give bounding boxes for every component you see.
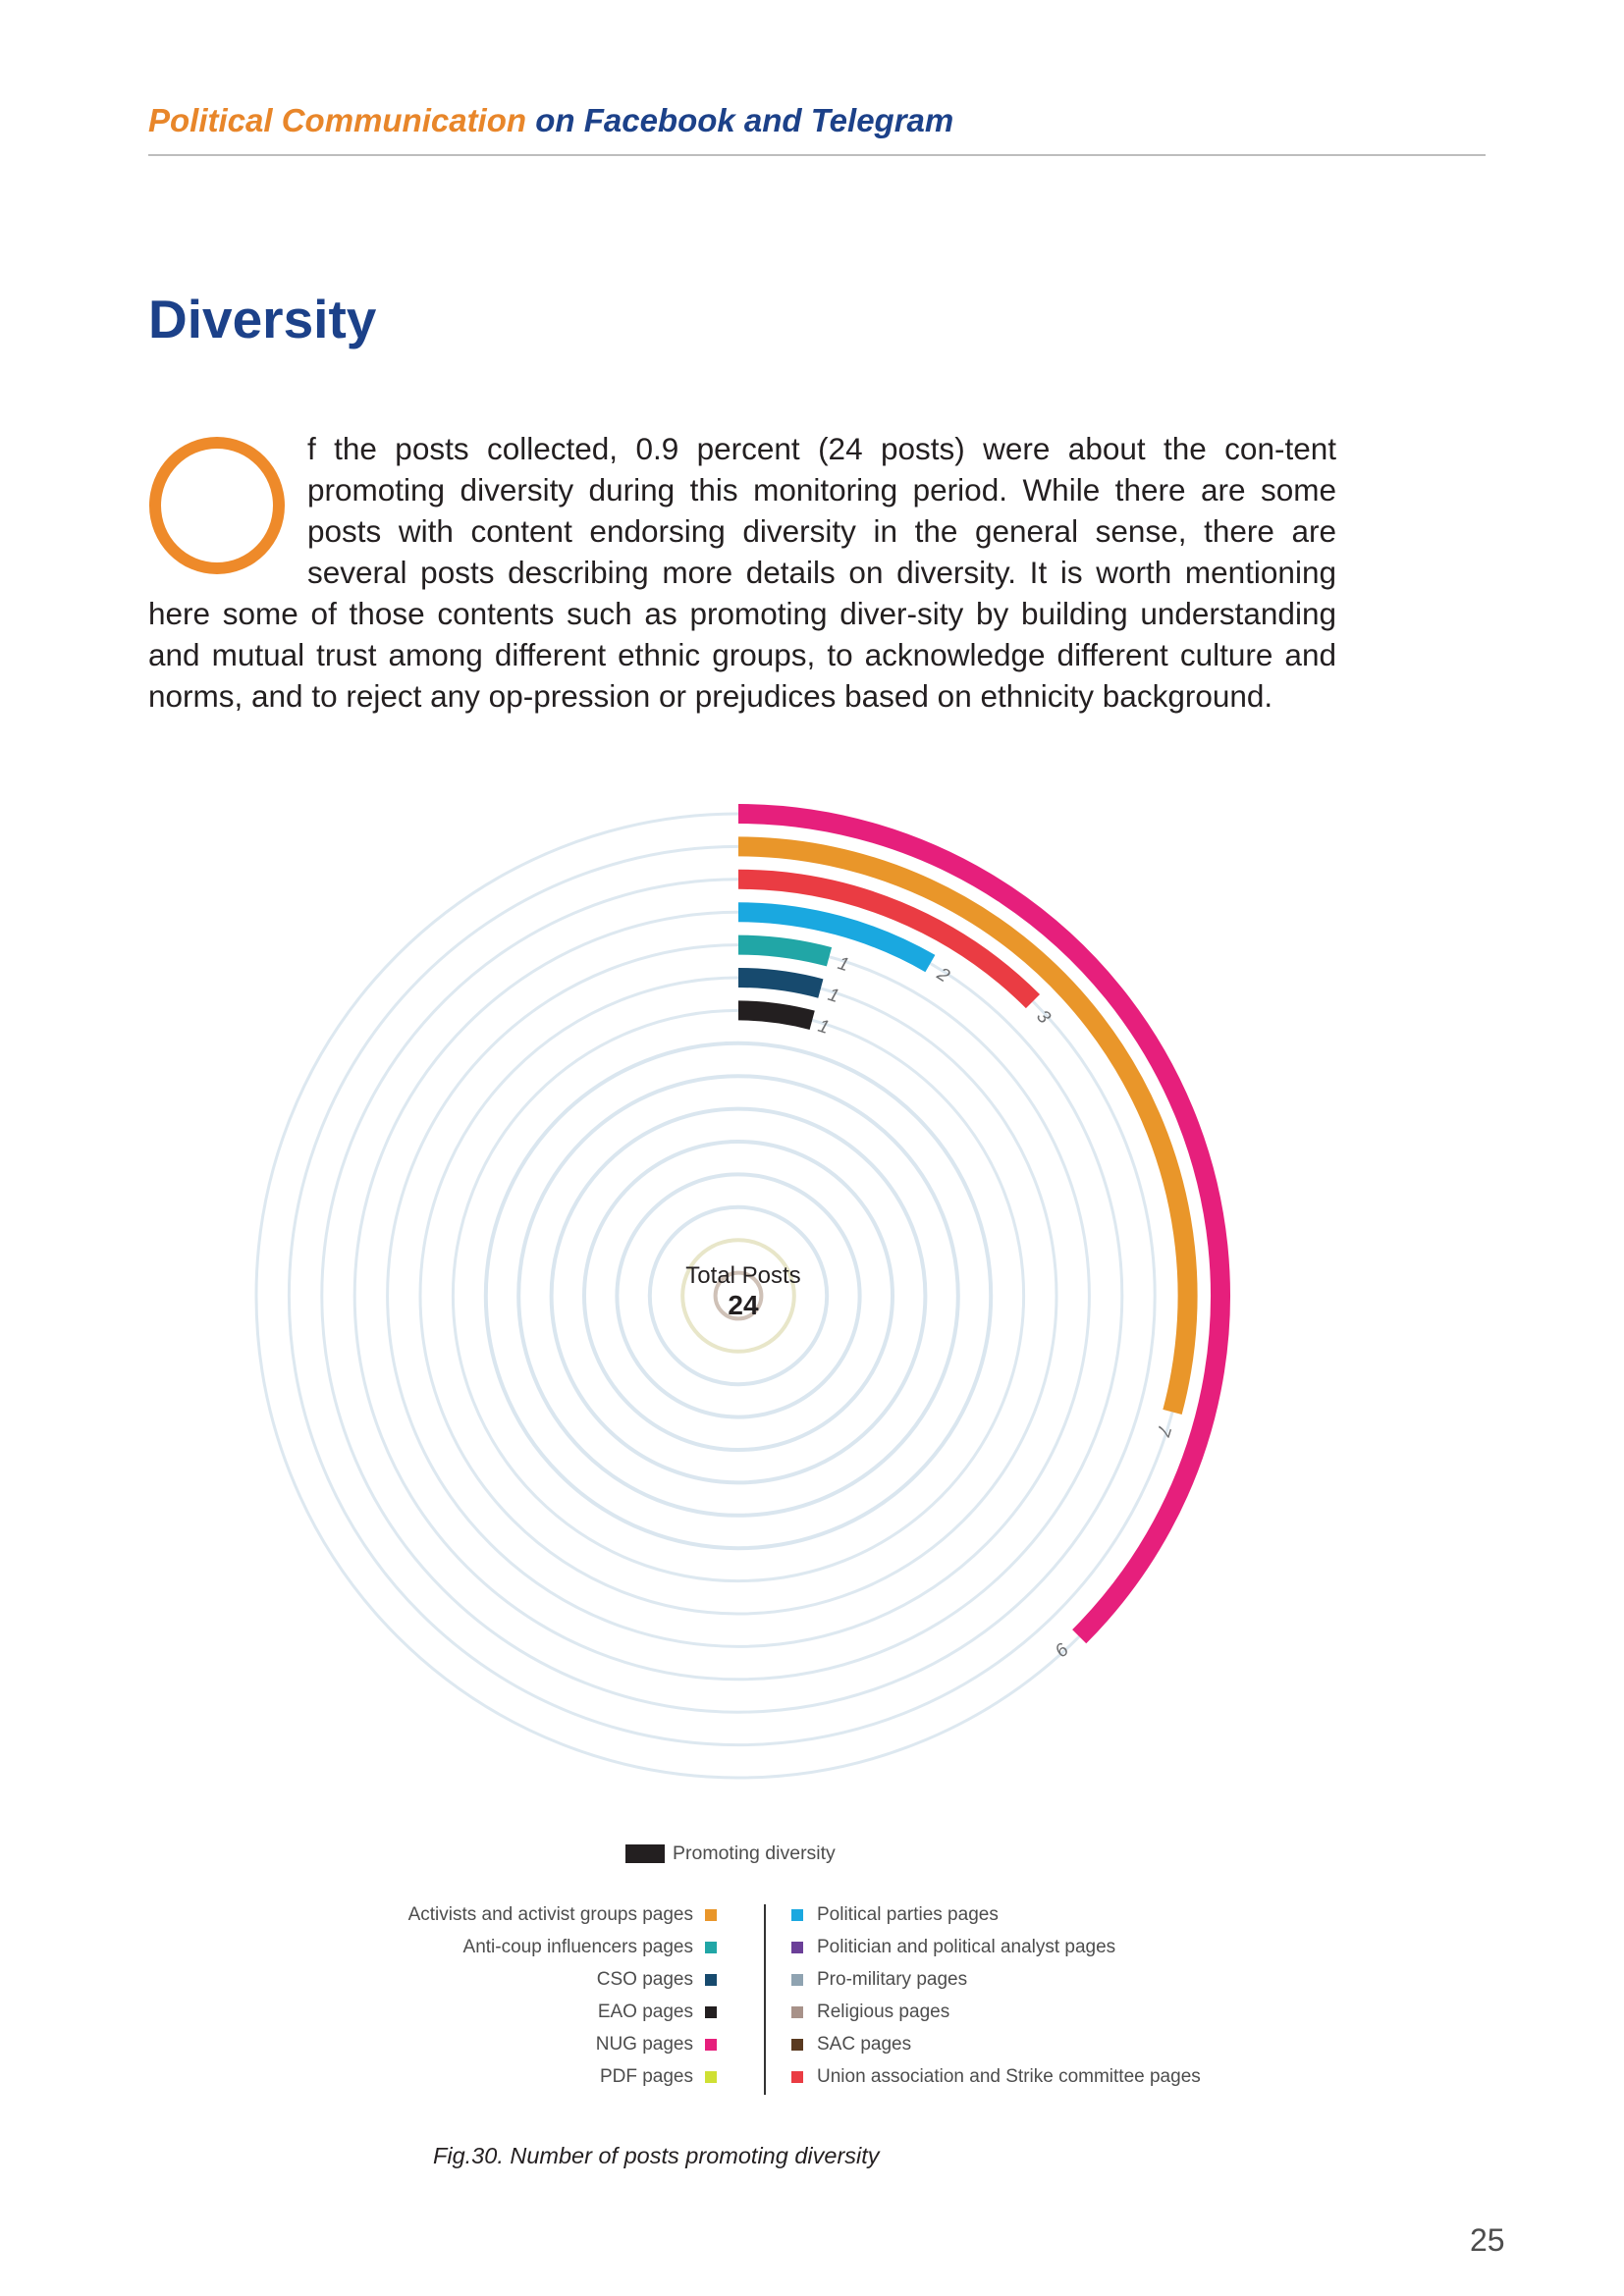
bar-value-label: 1 — [815, 1016, 831, 1039]
legend-item-label: CSO pages — [596, 1968, 693, 1990]
radial-bar — [737, 1000, 815, 1030]
legend-item: PDF pages — [324, 2060, 717, 2093]
legend-item-label: Pro-military pages — [817, 1968, 968, 1990]
empty-track-ring — [713, 1270, 764, 1321]
legend-item: Union association and Strike committee p… — [791, 2060, 1341, 2093]
empty-track-ring — [516, 1074, 960, 1518]
legend-swatch — [705, 2070, 717, 2083]
bar-value-label: 7 — [1152, 1422, 1175, 1440]
legend-item: Pro-military pages — [791, 1963, 1341, 1996]
page-number: 25 — [1470, 2222, 1505, 2258]
legend-item: Religious pages — [791, 1996, 1341, 2028]
bar-value-label: 1 — [826, 985, 841, 1007]
legend-swatch — [791, 2005, 803, 2018]
section-title: Diversity — [148, 289, 377, 349]
radial-bar — [737, 804, 1230, 1644]
empty-track-ring — [582, 1140, 894, 1452]
header-title-part2: on Facebook and Telegram — [526, 102, 954, 138]
series-swatch — [625, 1844, 665, 1863]
empty-track-ring — [483, 1041, 994, 1551]
legend-swatch — [705, 1908, 717, 1921]
legend-left-column: Activists and activist groups pages Anti-… — [324, 1898, 717, 2093]
bar-value-label: 1 — [836, 953, 851, 976]
legend-item-label: PDF pages — [599, 2065, 693, 2087]
legend-item: NUG pages — [324, 2028, 717, 2060]
legend-item-label: Activists and activist groups pages — [407, 1903, 693, 1925]
bar-value-label: 9 — [1051, 1638, 1072, 1661]
empty-track-ring — [680, 1238, 796, 1354]
legend-swatch — [791, 1941, 803, 1953]
center-label: Total Posts — [685, 1262, 800, 1289]
legend-swatch — [705, 2038, 717, 2051]
legend-item-label: NUG pages — [595, 2033, 693, 2055]
legend-swatch — [705, 1941, 717, 1953]
center-total: 24 — [728, 1290, 759, 1320]
legend-item-label: SAC pages — [817, 2033, 912, 2055]
radial-bar — [737, 836, 1198, 1415]
legend-item: SAC pages — [791, 2028, 1341, 2060]
series-legend: Promoting diversity — [625, 1842, 836, 1865]
legend-swatch — [705, 1973, 717, 1986]
legend-right-column: Political parties pages Politician and po… — [791, 1898, 1341, 2093]
radial-bar — [737, 968, 824, 998]
legend-item-label: EAO pages — [597, 2001, 693, 2022]
bar-value-label: 3 — [1032, 1006, 1055, 1028]
legend-item-label: Anti-coup influencers pages — [462, 1936, 693, 1957]
empty-track-ring — [647, 1204, 830, 1387]
legend-item-label: Union association and Strike committee p… — [817, 2065, 1201, 2087]
header-title-part1: Political Communication — [148, 102, 527, 138]
legend-item: Anti-coup influencers pages — [324, 1931, 717, 1963]
legend-item-label: Religious pages — [817, 2001, 950, 2022]
radial-bar — [737, 902, 936, 973]
empty-track-ring — [549, 1106, 928, 1485]
legend-item: Politician and political analyst pages — [791, 1931, 1341, 1963]
legend-item: EAO pages — [324, 1996, 717, 2028]
legend-swatch — [791, 2038, 803, 2051]
legend-swatch — [705, 2005, 717, 2018]
legend-swatch — [791, 1908, 803, 1921]
legend-divider — [764, 1904, 766, 2095]
body-paragraph: f the posts collected, 0.9 percent (24 p… — [148, 428, 1336, 717]
bar-group — [737, 804, 1230, 1644]
legend-item-label: Political parties pages — [817, 1903, 999, 1925]
header-rule — [148, 154, 1486, 156]
running-header: Political Communication on Facebook and … — [148, 102, 1486, 139]
legend-item: Activists and activist groups pages — [324, 1898, 717, 1931]
radial-bar — [737, 869, 1041, 1009]
drop-cap-spacer — [148, 428, 307, 593]
series-legend-label: Promoting diversity — [673, 1842, 836, 1864]
radial-bar — [737, 934, 833, 967]
legend-item: Political parties pages — [791, 1898, 1341, 1931]
legend-item-label: Politician and political analyst pages — [817, 1936, 1116, 1957]
legend-swatch — [791, 1973, 803, 1986]
paragraph-text: f the posts collected, 0.9 percent (24 p… — [148, 431, 1336, 714]
legend-swatch — [791, 2070, 803, 2083]
figure-caption: Fig.30. Number of posts promoting divers… — [433, 2143, 880, 2168]
legend-item: CSO pages — [324, 1963, 717, 1996]
empty-track-ring — [615, 1172, 862, 1419]
